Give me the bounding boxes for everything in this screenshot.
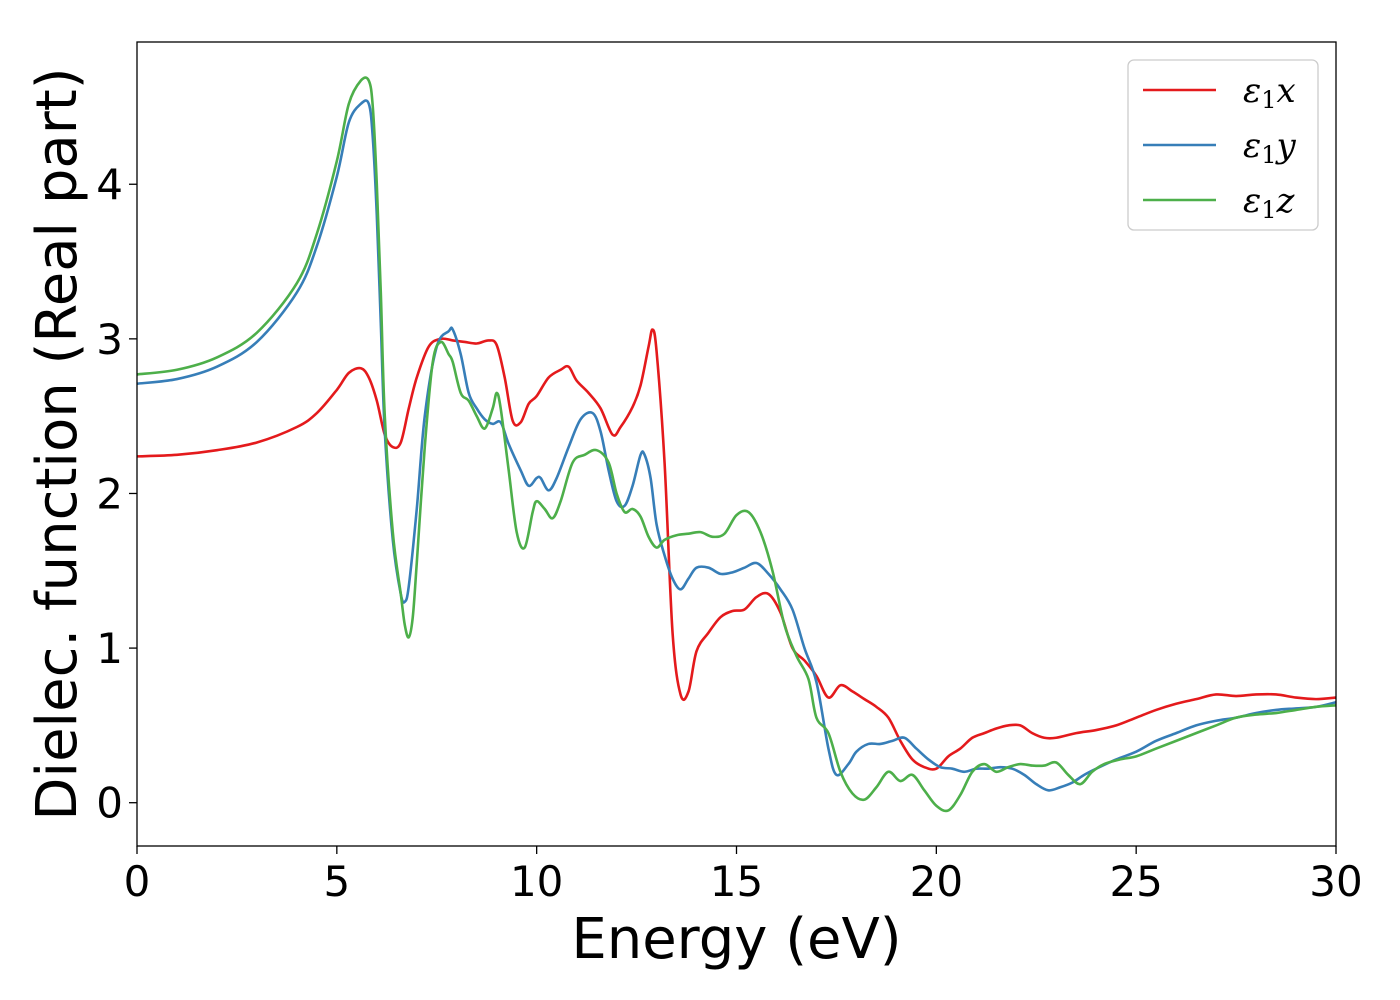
x-tick-label: 20 bbox=[910, 857, 963, 906]
series-line-1 bbox=[136, 328, 1337, 771]
x-tick-label: 25 bbox=[1109, 857, 1162, 906]
y-tick-label: 0 bbox=[96, 779, 123, 828]
series-layer bbox=[136, 76, 1337, 813]
y-tick-label: 2 bbox=[96, 469, 123, 518]
x-axis: 0 5 10 15 20 25 30 bbox=[124, 846, 1363, 906]
x-tick-label: 15 bbox=[710, 857, 763, 906]
x-tick-label: 30 bbox=[1309, 857, 1362, 906]
x-axis-title: Energy (eV) bbox=[571, 907, 901, 972]
y-tick-label: 4 bbox=[96, 160, 123, 209]
legend-box bbox=[1127, 59, 1319, 231]
y-tick-label: 1 bbox=[96, 624, 123, 673]
x-tick-label: 10 bbox=[510, 857, 563, 906]
y-axis-title: Dielec. function (Real part) bbox=[25, 67, 90, 820]
x-tick-label: 5 bbox=[323, 857, 350, 906]
y-axis: 0 1 2 3 4 bbox=[96, 160, 137, 828]
x-tick-label: 0 bbox=[124, 857, 151, 906]
series-line-3 bbox=[136, 76, 1337, 813]
legend-label-2: ε1y bbox=[1243, 126, 1297, 169]
y-tick-label: 3 bbox=[96, 315, 123, 364]
